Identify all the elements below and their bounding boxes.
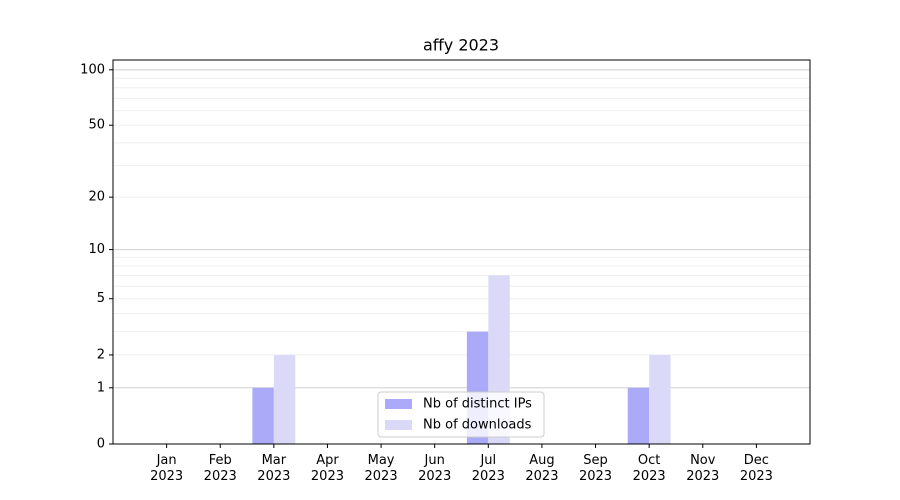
y-tick-label: 20 [88,190,105,205]
bar [649,354,671,444]
x-tick-label: Nov 2023 [686,453,720,484]
plot-frame [112,59,811,445]
legend-swatch [385,399,412,409]
x-tick-label: Mar 2023 [257,453,291,484]
x-tick-label: Aug 2023 [525,453,559,484]
grid [113,69,810,445]
x-tick-label: Feb 2023 [203,453,237,484]
x-tick-label: Dec 2023 [739,453,773,484]
legend-label: Nb of distinct IPs [423,397,532,412]
y-tick-label: 50 [88,118,105,133]
x-tick-label: Oct 2023 [632,453,666,484]
legend-label: Nb of downloads [423,418,532,433]
x-tick-label: Jul 2023 [471,453,505,484]
legend-box [377,391,545,438]
x-tick-label: Sep 2023 [578,453,613,484]
y-tick-label: 5 [97,291,105,306]
bar [252,387,274,444]
x-tick-label: Apr 2023 [310,453,344,484]
x-tick-label: Jan 2023 [150,453,184,484]
legend-swatch [385,420,412,430]
bar [627,387,650,444]
y-tick-label: 0 [97,437,105,452]
x-tick-label: May 2023 [364,453,398,484]
bar [273,354,296,444]
y-tick-label: 2 [97,347,105,362]
y-tick-label: 10 [88,242,105,257]
x-tick-label: Jun 2023 [418,453,452,484]
legend: Nb of distinct IPs Nb of downloads [377,391,545,438]
y-tick-label: 1 [97,380,105,395]
y-tick-label: 100 [80,62,105,77]
chart-title: affy 2023 [423,36,499,55]
